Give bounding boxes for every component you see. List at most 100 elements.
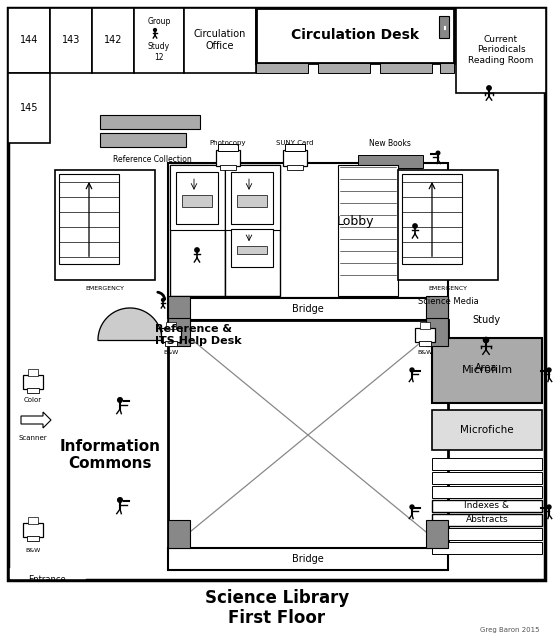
Text: Bridge: Bridge	[292, 304, 324, 314]
Bar	[432, 514, 542, 526]
Bar	[419, 341, 431, 346]
Bar	[358, 155, 423, 168]
Bar	[134, 8, 184, 73]
Bar	[440, 63, 454, 73]
Text: New Books: New Books	[369, 138, 411, 147]
Text: Current
Periodicals
Reading Room: Current Periodicals Reading Room	[468, 35, 534, 65]
Bar	[287, 165, 303, 170]
Bar	[100, 133, 186, 147]
Text: Study: Study	[472, 315, 500, 325]
Text: 144: 144	[20, 35, 38, 45]
Circle shape	[118, 498, 122, 502]
Bar	[28, 369, 38, 376]
Bar	[456, 8, 546, 93]
Bar	[168, 318, 190, 346]
Text: B&W: B&W	[417, 349, 433, 355]
Bar	[432, 410, 542, 450]
Polygon shape	[98, 308, 162, 340]
Bar	[380, 63, 432, 73]
Bar	[426, 318, 448, 346]
Text: 145: 145	[20, 103, 38, 113]
Text: Science Media: Science Media	[417, 298, 478, 307]
Circle shape	[413, 224, 417, 228]
Bar	[439, 16, 449, 38]
Bar	[432, 542, 542, 554]
Bar	[28, 517, 38, 524]
Text: Greg Baron 2015: Greg Baron 2015	[481, 627, 540, 633]
Bar	[426, 520, 448, 548]
Bar	[92, 8, 134, 73]
Bar	[168, 548, 448, 570]
Bar	[225, 165, 280, 230]
Bar	[238, 246, 267, 255]
Bar	[10, 568, 85, 578]
Bar	[432, 528, 542, 540]
Bar	[432, 458, 542, 470]
Text: Science Library
First Floor: Science Library First Floor	[205, 589, 349, 627]
Text: Abstracts: Abstracts	[466, 515, 508, 525]
Circle shape	[410, 505, 414, 509]
Bar	[432, 486, 542, 498]
Bar	[256, 8, 454, 63]
Circle shape	[436, 151, 440, 155]
Bar	[216, 150, 240, 166]
Text: Color: Color	[24, 397, 42, 403]
Bar	[398, 170, 498, 280]
Bar	[168, 520, 190, 548]
Text: Lobby: Lobby	[336, 216, 374, 228]
Text: Reference Collection: Reference Collection	[113, 156, 191, 164]
Bar	[432, 338, 542, 403]
Bar	[256, 63, 308, 73]
Bar	[100, 115, 200, 129]
Bar	[176, 172, 218, 224]
Bar	[338, 165, 398, 296]
Bar	[318, 63, 370, 73]
Text: Area: Area	[475, 363, 497, 373]
Bar	[170, 165, 225, 296]
Text: EMERGENCY: EMERGENCY	[85, 285, 124, 291]
Polygon shape	[21, 412, 51, 428]
Text: 142: 142	[104, 35, 122, 45]
Bar	[27, 388, 39, 393]
Bar	[432, 472, 542, 484]
Bar	[8, 8, 545, 580]
Bar	[168, 163, 448, 298]
Bar	[59, 174, 119, 264]
Text: Microfilm: Microfilm	[461, 365, 513, 375]
Bar	[420, 322, 430, 329]
Bar	[426, 296, 448, 324]
Text: Indexes &: Indexes &	[465, 502, 509, 511]
Bar	[415, 328, 435, 342]
Text: Study
12: Study 12	[148, 42, 170, 61]
Circle shape	[487, 86, 491, 90]
Circle shape	[162, 298, 164, 301]
Text: Bridge: Bridge	[292, 554, 324, 564]
Bar	[231, 172, 273, 224]
Bar	[218, 144, 238, 151]
Text: Entrance: Entrance	[28, 575, 66, 584]
Circle shape	[483, 337, 488, 342]
Bar	[225, 165, 280, 296]
Text: Group: Group	[147, 17, 171, 26]
Bar	[231, 229, 273, 267]
Text: Photocopy: Photocopy	[210, 140, 246, 146]
Text: Information
Commons: Information Commons	[59, 439, 160, 471]
Text: B&W: B&W	[163, 349, 179, 355]
Bar	[182, 195, 211, 207]
Circle shape	[154, 29, 157, 31]
Bar	[165, 341, 177, 346]
Circle shape	[410, 368, 414, 372]
Circle shape	[547, 505, 551, 509]
Text: Scanner: Scanner	[19, 435, 47, 441]
Bar	[55, 170, 155, 280]
Bar	[23, 375, 43, 389]
Bar	[168, 298, 448, 320]
Circle shape	[118, 397, 122, 403]
Bar	[432, 500, 542, 512]
Bar	[23, 523, 43, 537]
Text: Circulation Desk: Circulation Desk	[291, 28, 419, 42]
Text: 143: 143	[62, 35, 80, 45]
Bar	[238, 195, 267, 207]
Bar	[8, 73, 50, 143]
Bar	[27, 536, 39, 541]
